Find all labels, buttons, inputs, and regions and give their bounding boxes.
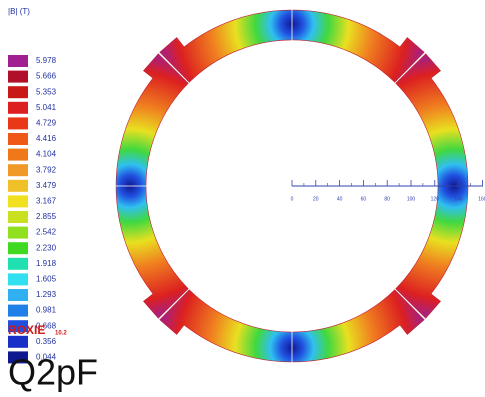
caption: Q2pF bbox=[8, 352, 98, 393]
scale-label: 0 bbox=[291, 196, 294, 202]
legend-swatch bbox=[8, 179, 28, 192]
legend: 5.978 5.666 5.353 5.041 4.729 4.416 4.104 3.792… bbox=[8, 55, 57, 364]
legend-label: 2.542 bbox=[36, 228, 57, 237]
legend-title: |B| (T) bbox=[8, 7, 30, 16]
legend-label: 1.605 bbox=[36, 275, 57, 284]
legend-swatch bbox=[8, 117, 28, 130]
coil-segment bbox=[159, 289, 425, 363]
legend-label: 5.041 bbox=[36, 103, 57, 112]
legend-swatch bbox=[8, 195, 28, 208]
legend-label: 0.981 bbox=[36, 306, 57, 315]
logo-name: ROXIE bbox=[8, 323, 45, 337]
legend-label: 4.416 bbox=[36, 134, 57, 143]
coil-segment bbox=[159, 9, 425, 83]
legend-swatch bbox=[8, 148, 28, 161]
legend-label: 3.479 bbox=[36, 181, 57, 190]
legend-label: 3.792 bbox=[36, 165, 57, 174]
logo-version: 10.2 bbox=[55, 331, 67, 337]
scale-label: 140 bbox=[454, 196, 463, 202]
legend-swatch bbox=[8, 273, 28, 286]
legend-label: 2.855 bbox=[36, 212, 57, 221]
legend-label: 1.918 bbox=[36, 259, 57, 268]
legend-swatch bbox=[8, 164, 28, 177]
coil-segment bbox=[115, 53, 189, 319]
scale-label: 160 bbox=[478, 196, 485, 202]
scale-label: 120 bbox=[431, 196, 440, 202]
legend-label: 4.729 bbox=[36, 119, 57, 128]
scale-label: 40 bbox=[337, 196, 343, 202]
coil-segment bbox=[395, 53, 469, 319]
legend-swatch bbox=[8, 211, 28, 223]
legend-label: 0.044 bbox=[36, 353, 57, 362]
legend-swatch bbox=[8, 351, 28, 364]
legend-label: 5.666 bbox=[36, 72, 57, 81]
legend-swatch bbox=[8, 242, 28, 255]
legend-swatch bbox=[8, 226, 28, 239]
legend-label: 1.293 bbox=[36, 290, 57, 299]
legend-swatch bbox=[8, 70, 28, 83]
legend-swatch bbox=[8, 133, 28, 145]
legend-label: 2.230 bbox=[36, 243, 57, 252]
legend-swatch bbox=[8, 304, 28, 317]
legend-label: 5.978 bbox=[36, 56, 57, 65]
legend-swatch bbox=[8, 289, 28, 301]
scale-label: 80 bbox=[384, 196, 390, 202]
legend-swatch bbox=[8, 101, 28, 114]
legend-swatch bbox=[8, 55, 28, 67]
scale-bar: 0 20 40 60 80 100 120 140 160 bbox=[291, 180, 485, 202]
legend-swatch bbox=[8, 257, 28, 270]
legend-label: 5.353 bbox=[36, 87, 57, 96]
scale-label: 100 bbox=[407, 196, 416, 202]
scale-label: 20 bbox=[313, 196, 319, 202]
legend-swatch bbox=[8, 86, 28, 99]
scale-label: 60 bbox=[361, 196, 367, 202]
legend-label: 4.104 bbox=[36, 150, 57, 159]
legend-swatch bbox=[8, 320, 28, 333]
legend-swatch bbox=[8, 335, 28, 348]
legend-label: 0.356 bbox=[36, 337, 57, 346]
legend-label: 3.167 bbox=[36, 197, 57, 206]
legend-label: 0.668 bbox=[36, 321, 57, 330]
